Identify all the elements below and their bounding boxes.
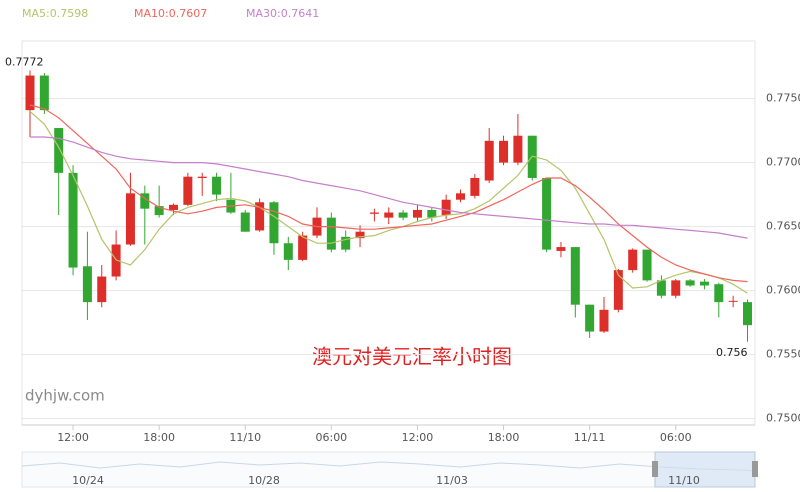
candle-body: [499, 140, 509, 163]
candle-body: [542, 177, 552, 250]
navigator: 10/24 10/28 11/03 11/10: [21, 451, 758, 488]
watermark: dyhjw.com: [25, 387, 105, 405]
candle-body: [326, 217, 336, 250]
candle-body: [470, 177, 480, 196]
x-tick-label: 18:00: [488, 431, 520, 444]
ma-line: [30, 136, 748, 239]
candle-body: [169, 204, 178, 210]
candle-body: [398, 212, 408, 218]
ma-line: [29, 110, 748, 294]
x-tick-label: 06:00: [315, 431, 347, 444]
candle-body: [197, 176, 207, 178]
candle-body: [642, 249, 652, 281]
candle-body: [585, 304, 595, 332]
candle-body: [298, 235, 308, 260]
x-tick-label: 12:00: [402, 431, 434, 444]
candles: [25, 70, 752, 342]
candle-body: [570, 247, 580, 305]
x-tick-label: 11/11: [574, 431, 606, 444]
candle-body: [484, 140, 494, 181]
candle-body: [671, 280, 681, 296]
y-tick-label: 0.7750: [766, 92, 800, 105]
navigator-label: 11/03: [436, 474, 468, 487]
candle-body: [613, 270, 623, 310]
candle-body: [97, 276, 107, 303]
candle-body: [54, 128, 64, 173]
x-tick-label: 11/10: [229, 431, 261, 444]
candle-body: [513, 135, 523, 163]
candle-body: [269, 202, 279, 244]
candle-body: [240, 212, 250, 232]
x-tick-label: 18:00: [143, 431, 175, 444]
candle-body: [283, 243, 293, 260]
navigator-handle[interactable]: [752, 461, 758, 477]
legend-label: MA10:0.7607: [134, 7, 207, 20]
candle-body: [599, 309, 609, 332]
x-tick-label: 06:00: [660, 431, 692, 444]
candle-body: [456, 193, 465, 200]
navigator-label: 10/28: [248, 474, 280, 487]
candle-body: [140, 193, 150, 209]
candle-body: [412, 209, 422, 218]
candle-body: [68, 172, 78, 268]
legend-label: MA30:0.7641: [246, 7, 319, 20]
candle-body: [384, 212, 394, 218]
navigator-label: 11/10: [668, 474, 700, 487]
candle-body: [556, 247, 566, 251]
candle-body: [714, 284, 724, 303]
candle-body: [212, 176, 222, 195]
candle-body: [183, 176, 193, 205]
candle-body: [255, 202, 265, 231]
candle-body: [441, 199, 451, 216]
candle-body: [25, 75, 35, 111]
candle-body: [355, 231, 365, 239]
candle-body: [154, 206, 164, 216]
navigator-frame: [21, 451, 756, 488]
navigator-label: 10/24: [72, 474, 104, 487]
x-tick-label: 12:00: [57, 431, 89, 444]
chart-title: 澳元对美元汇率小时图: [312, 345, 512, 369]
candle-body: [628, 249, 638, 271]
candle-body: [341, 236, 351, 250]
candle-body: [39, 75, 49, 111]
candle-body: [699, 281, 709, 286]
grid: [22, 98, 755, 420]
legend-label: MA5:0.7598: [22, 7, 88, 20]
candle-body: [427, 209, 437, 218]
candle-body: [125, 193, 135, 245]
max-label: 0.7772: [5, 55, 44, 68]
candle-body: [369, 212, 379, 214]
candle-body: [82, 266, 92, 303]
candle-body: [685, 280, 695, 286]
navigator-handle[interactable]: [652, 461, 658, 477]
candle-body: [743, 302, 752, 326]
ma-line: [29, 104, 748, 283]
candle-body: [656, 280, 666, 296]
min-label: 0.756: [716, 346, 748, 359]
candle-body: [728, 300, 738, 302]
